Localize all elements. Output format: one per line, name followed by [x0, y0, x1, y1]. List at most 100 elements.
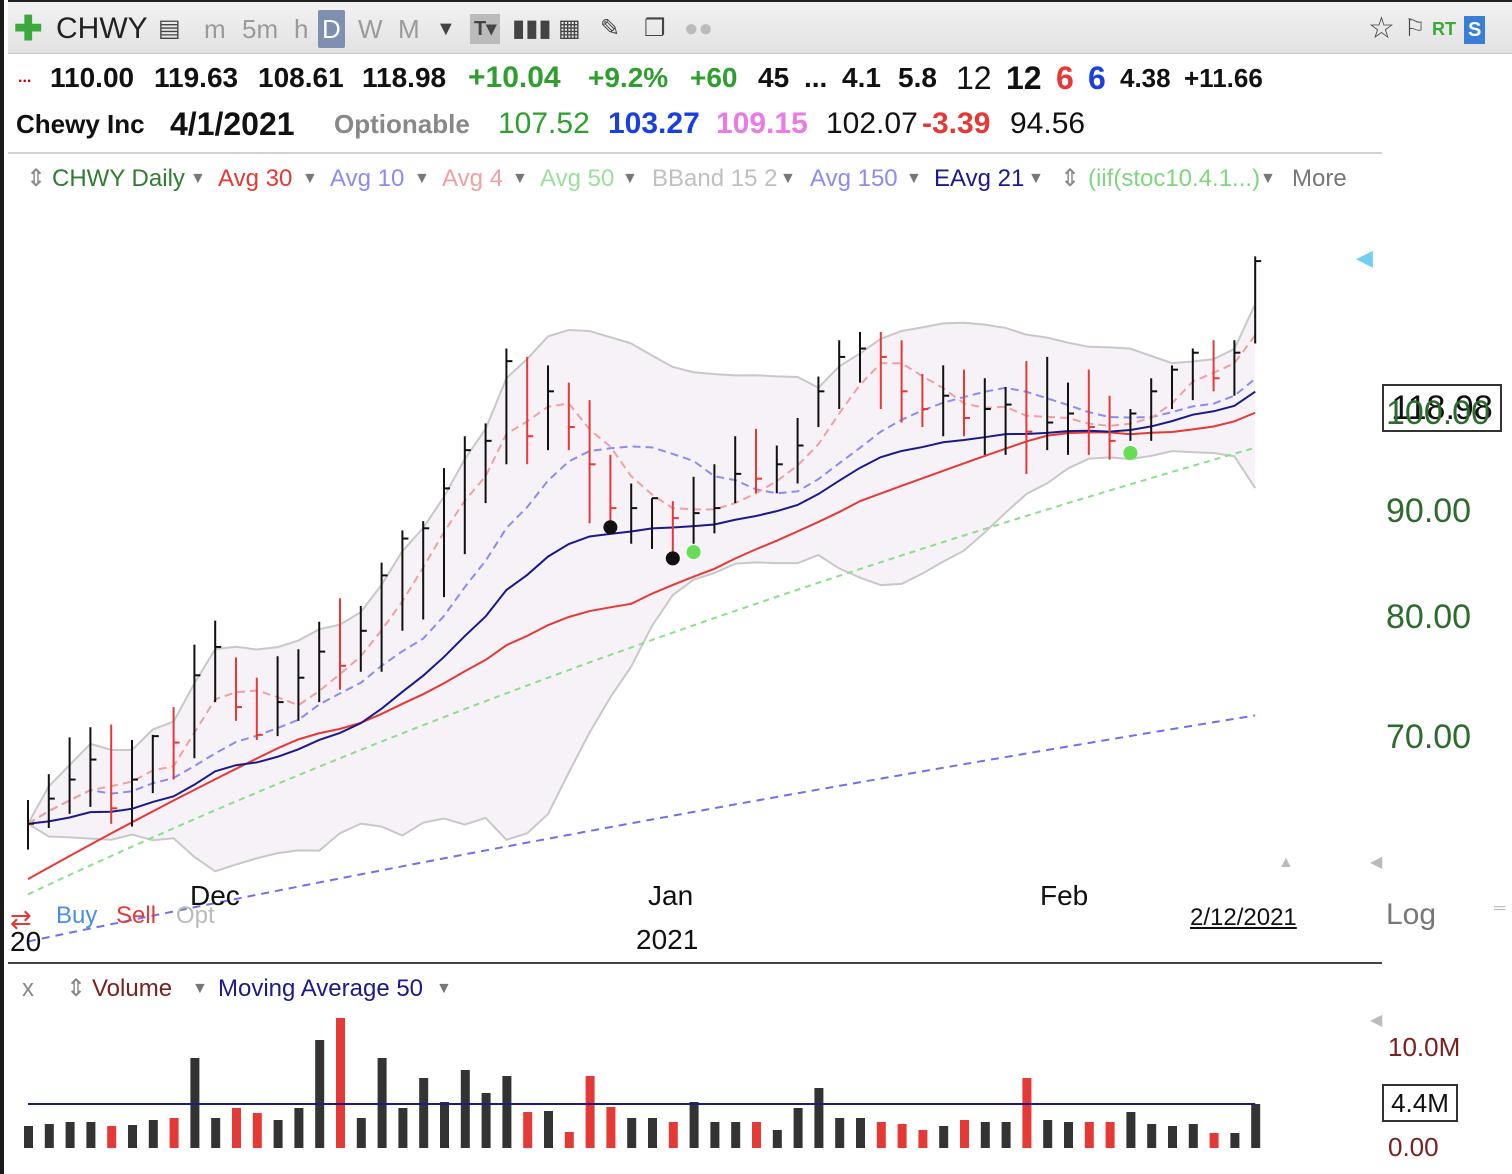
interval-month[interactable]: M	[398, 14, 420, 44]
iif-dropdown-icon[interactable]: ▼	[1260, 170, 1276, 187]
study-avg150[interactable]: Avg 150	[810, 165, 898, 192]
ohlc-bar	[1004, 386, 1012, 455]
volume-bar	[315, 1040, 325, 1148]
volume-dropdown-icon[interactable]: ▼	[192, 980, 208, 997]
volume-reorder-icon[interactable]: ⇕	[66, 975, 87, 1002]
volume-bar	[731, 1122, 741, 1148]
sell-button[interactable]: Sell	[116, 902, 157, 929]
x-label-dec: Dec	[190, 880, 240, 911]
ohlc-bar	[151, 734, 159, 794]
volume-ma-label[interactable]: Moving Average 50	[218, 975, 424, 1002]
volume-ma-dropdown-icon[interactable]: ▼	[436, 980, 452, 997]
ohlc-bar	[859, 331, 866, 383]
volume-bar	[544, 1111, 553, 1148]
vol-axis-collapse-icon[interactable]: ◀	[1370, 1012, 1383, 1029]
iif-reorder-icon[interactable]: ⇕	[1060, 165, 1081, 192]
opt-button[interactable]: Opt	[176, 902, 215, 929]
ohlc-bar	[214, 620, 222, 703]
quote-v9: 4.38	[1120, 63, 1171, 93]
reorder-icon[interactable]: ⇕	[26, 165, 47, 192]
study-bband[interactable]: BBand 15 2	[652, 165, 778, 192]
axis-collapse-icon[interactable]: ◀	[1370, 854, 1383, 871]
interval-5m[interactable]: 5m	[242, 14, 279, 44]
interval-w[interactable]: W	[358, 14, 383, 44]
ohlc-bar	[422, 521, 430, 620]
ohlc-bar	[900, 340, 908, 423]
ohlc-bar	[713, 464, 721, 534]
bband-dropdown-icon[interactable]: ▼	[780, 170, 796, 187]
print-icon[interactable]: ▤	[158, 15, 181, 42]
symbol-input[interactable]: CHWY	[56, 12, 148, 45]
avg150-line	[27, 714, 1256, 943]
ohlc-bar	[255, 677, 263, 740]
ohlc-bar	[380, 562, 388, 672]
company-name: Chewy Inc	[16, 109, 145, 139]
study-avg10[interactable]: Avg 10	[330, 165, 405, 192]
study-main-dropdown-icon[interactable]: ▼	[190, 170, 206, 187]
volume-close-button[interactable]: x	[22, 975, 34, 1002]
study-eavg21[interactable]: EAvg 21	[934, 165, 1025, 192]
volume-chart[interactable]	[8, 964, 1382, 1174]
ohlc-bar	[1171, 365, 1178, 410]
avg4-dropdown-icon[interactable]: ▼	[512, 170, 528, 187]
volume-bar	[1022, 1078, 1032, 1148]
study-avg4[interactable]: Avg 4	[442, 165, 503, 192]
interval-h[interactable]: h	[294, 14, 309, 44]
interval-m[interactable]: m	[204, 14, 226, 44]
flag-icon[interactable]: ⚐	[1404, 15, 1426, 42]
x-label-year: 2021	[636, 924, 699, 955]
study-avg30[interactable]: Avg 30	[218, 165, 293, 192]
quote-close: 118.98	[362, 62, 447, 93]
avg10-dropdown-icon[interactable]: ▼	[414, 170, 430, 187]
avg50-dropdown-icon[interactable]: ▼	[622, 170, 638, 187]
volume-bar	[502, 1076, 512, 1148]
add-symbol-icon[interactable]: ✚	[14, 10, 43, 48]
y-axis[interactable]: ◀ 118.98 100.00 90.00 80.00 70.00 ◀ Log …	[1356, 152, 1512, 1174]
cursor-date[interactable]: 2/12/2021	[1190, 904, 1297, 931]
realtime-label[interactable]: RT	[1432, 19, 1456, 39]
buy-button[interactable]: Buy	[56, 902, 98, 929]
axis-menu-icon[interactable]: ═	[1494, 900, 1506, 917]
x-label-jan: Jan	[648, 880, 694, 911]
signal-dot	[686, 545, 701, 560]
avg30-dropdown-icon[interactable]: ▼	[302, 170, 318, 187]
ohlc-bar	[339, 598, 346, 690]
favorite-star-icon[interactable]: ☆	[1368, 12, 1395, 45]
bar-chart-icon[interactable]: ▮▮▮	[512, 15, 552, 42]
log-scale-toggle[interactable]: Log	[1386, 898, 1437, 931]
ohlc-bar	[359, 606, 367, 672]
volume-label[interactable]: Volume	[92, 975, 173, 1002]
more-studies-button[interactable]: More	[1292, 165, 1347, 192]
volume-bar	[710, 1122, 720, 1148]
quote-v5: 12	[956, 60, 992, 96]
study-avg50[interactable]: Avg 50	[540, 165, 615, 192]
avg150-dropdown-icon[interactable]: ▼	[906, 170, 922, 187]
volume-bar	[336, 1018, 345, 1148]
scroll-up-icon[interactable]: ▲	[1278, 854, 1294, 871]
layers-icon[interactable]: ❐	[644, 15, 666, 42]
volume-bar	[668, 1122, 678, 1148]
price-panel[interactable]: ⇕ CHWY Daily ▼ Avg 30 ▼ Avg 10 ▼ Avg 4 ▼…	[8, 152, 1382, 964]
ohlc-bar	[1025, 361, 1033, 474]
chart-type-icon[interactable]: T▾	[470, 14, 501, 44]
s-button[interactable]: S	[1464, 16, 1486, 44]
interval-d[interactable]: D	[318, 10, 345, 48]
study-main[interactable]: CHWY Daily	[52, 165, 185, 192]
ohlc-bar	[671, 501, 679, 555]
eavg21-dropdown-icon[interactable]: ▼	[1028, 170, 1044, 187]
link-icon[interactable]: ●●	[684, 15, 713, 42]
volume-panel[interactable]: x ⇕ Volume ▼ Moving Average 50 ▼	[8, 962, 1382, 1174]
optionable-label: Optionable	[334, 109, 470, 139]
interval-dropdown-icon[interactable]: ▼	[436, 18, 456, 40]
table-add-icon[interactable]: ▦	[558, 15, 581, 42]
ohlc-bar	[276, 656, 284, 737]
ohlc-bar	[1191, 348, 1199, 401]
volume-bar	[1230, 1133, 1240, 1148]
volume-bar	[44, 1124, 54, 1148]
ohlc-bar	[505, 348, 513, 465]
bollinger-band-lower	[27, 450, 1257, 873]
pencil-icon[interactable]: ✎	[600, 15, 621, 42]
price-chart[interactable]	[8, 154, 1382, 966]
study-iif[interactable]: (iif(stoc10.4.1...)	[1088, 165, 1261, 192]
trade-arrows-icon[interactable]: ⇄	[10, 904, 32, 934]
